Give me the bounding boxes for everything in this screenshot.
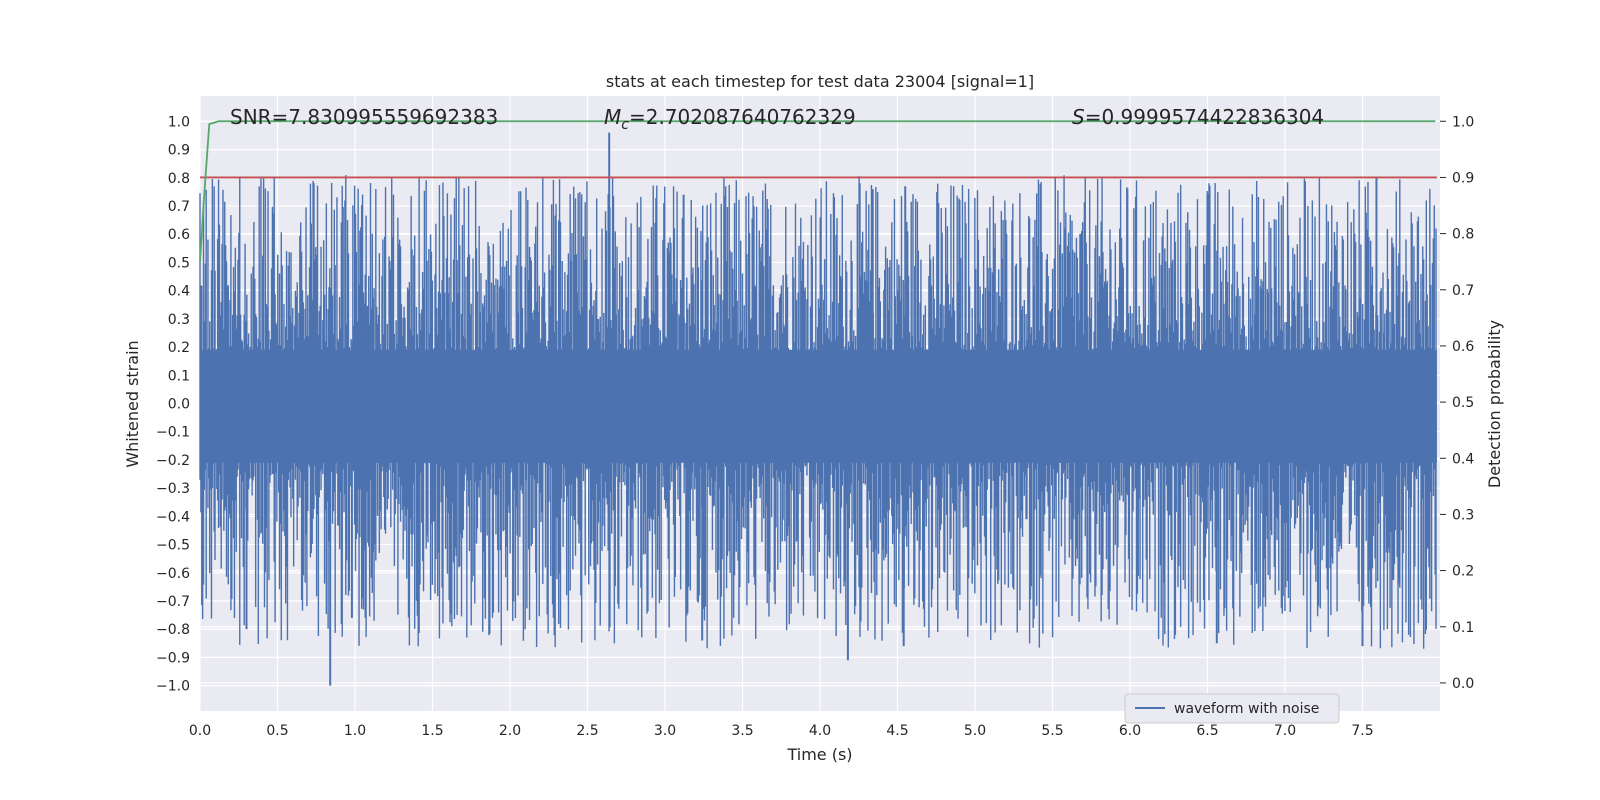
chirp-mass-subscript: c [621,117,629,133]
x-tick-label: 1.0 [344,723,366,739]
waveform-series [199,132,1437,686]
y-tick-label: −1.0 [156,679,190,695]
chart-title: stats at each timestep for test data 230… [606,72,1034,91]
y-tick-label: −0.8 [156,622,190,638]
y-tick-label: −0.9 [156,650,190,666]
y2-tick-label: 0.1 [1452,620,1474,636]
chirp-mass-value: =2.702087640762329 [629,105,856,129]
y-tick-label: −0.7 [156,594,190,610]
y-tick-label: −0.4 [156,509,190,525]
legend-label-waveform: waveform with noise [1174,701,1319,717]
y2-axis-label: Detection probability [1485,320,1504,488]
x-tick-label: 5.5 [1041,723,1063,739]
chirp-mass-symbol: M [604,105,621,129]
x-axis-label: Time (s) [786,745,852,764]
y-tick-label: 1.0 [168,114,190,130]
x-tick-label: 6.5 [1196,723,1218,739]
x-tick-label: 7.5 [1351,723,1373,739]
x-tick-label: 4.0 [809,723,831,739]
x-tick-label: 7.0 [1274,723,1296,739]
y-axis-left: 1.0 0.9 0.8 0.7 0.6 0.5 0.4 0.3 0.2 0.1 0.0 −0.1 −0.… [156,114,190,694]
legend-box [1124,693,1340,724]
y2-tick-label: 1.0 [1452,114,1474,130]
y-tick-label: 0.6 [168,227,190,243]
y-tick-label: 0.5 [168,255,190,271]
score-value: =0.9999574422836304 [1085,105,1324,129]
x-tick-label: 2.5 [576,723,598,739]
x-tick-label: 5.0 [964,723,986,739]
y2-tick-label: 0.8 [1452,227,1474,243]
x-tick-label: 1.5 [421,723,443,739]
score-symbol: S [1072,105,1085,129]
y-tick-label: 0.4 [168,284,190,300]
y2-tick-label: 0.2 [1452,564,1474,580]
x-tick-label: 2.0 [499,723,521,739]
y-tick-label: 0.3 [168,312,190,328]
x-tick-label: 3.0 [654,723,676,739]
x-tick-label: 0.0 [189,723,211,739]
chirp-mass-annotation: Mc=2.702087640762329 [604,105,856,133]
y2-tick-label: 0.6 [1452,339,1474,355]
x-tick-label: 0.5 [266,723,288,739]
detection-probability-line [199,120,1436,262]
x-tick-label: 3.5 [731,723,753,739]
y-tick-label: 0.0 [168,397,190,413]
y2-tick-label: 0.4 [1452,451,1474,467]
y2-tick-label: 0.5 [1452,395,1474,411]
y-axis-label: Whitened strain [123,340,142,467]
y-tick-label: 0.8 [168,171,190,187]
y-tick-label: −0.1 [156,425,190,441]
y-tick-label: −0.6 [156,566,190,582]
y-tick-label: −0.2 [156,453,190,469]
y-tick-label: −0.5 [156,538,190,554]
x-tick-label: 6.0 [1119,723,1141,739]
x-tick-label: 4.5 [886,723,908,739]
snr-annotation: SNR=7.830995559692383 [230,105,498,129]
x-axis: 0.0 0.5 1.0 1.5 2.0 2.5 3.0 3.5 4.0 4.5 5.0 5.5 6.0 6… [189,723,1374,739]
y-tick-label: 0.7 [168,199,190,215]
y-tick-label: 0.9 [168,143,190,159]
probability-series [199,120,1437,262]
y-tick-label: 0.1 [168,368,190,384]
y2-tick-label: 0.9 [1452,170,1474,186]
score-annotation: S=0.9999574422836304 [1072,105,1324,129]
waveform-core [200,349,1437,463]
y-tick-label: 0.2 [168,340,190,356]
y2-tick-label: 0.3 [1452,507,1474,523]
y-axis-right: 1.0 0.9 0.8 0.7 0.6 0.5 0.4 0.3 0.2 0.1 0.0 [1440,114,1474,692]
y2-tick-label: 0.7 [1452,283,1474,299]
y-tick-label: −0.3 [156,481,190,497]
y2-tick-label: 0.0 [1452,676,1474,692]
legend: waveform with noise [1124,693,1340,724]
